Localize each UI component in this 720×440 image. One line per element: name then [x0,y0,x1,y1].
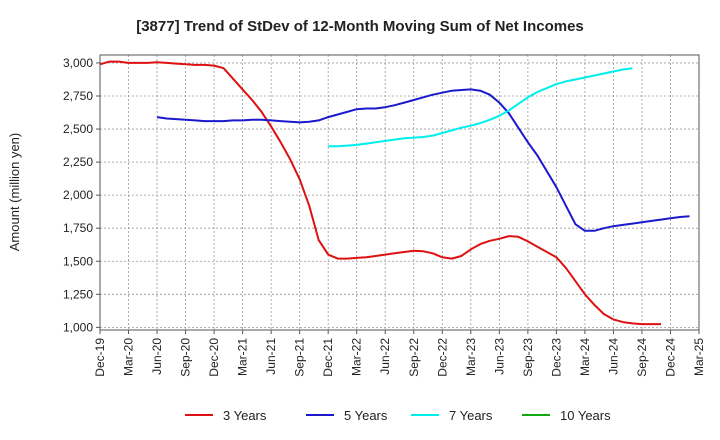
x-tick-label: Mar-23 [464,338,478,376]
legend-label: 10 Years [560,408,611,423]
x-tick-label: Sep-22 [407,338,421,377]
chart-title: [3877] Trend of StDev of 12-Month Moving… [136,18,584,35]
x-tick-label: Mar-22 [350,338,364,376]
x-tick-label: Sep-20 [179,338,193,377]
x-tick-label: Dec-23 [549,338,563,377]
y-tick-labels: 1,000 1,250 1,500 1,750 2,000 2,250 2,500 2,750… [63,56,100,334]
x-tick-label: Jun-23 [492,338,506,375]
x-tick-label: Jun-20 [150,338,164,375]
x-tick-label: Sep-21 [293,338,307,377]
x-tick-label: Mar-25 [692,338,706,376]
series-line [156,88,690,232]
y-tick-label: 2,250 [63,155,93,169]
series-line [99,60,661,326]
x-tick-label: Jun-24 [606,338,620,375]
y-tick-label: 3,000 [63,56,93,70]
y-tick-label: 1,000 [63,320,93,334]
plot-frame [99,54,700,331]
x-tick-label: Jun-21 [264,338,278,375]
series-line [328,67,633,148]
grid [99,55,700,330]
x-tick-label: Dec-19 [93,338,107,377]
y-tick-label: 1,500 [63,254,93,268]
x-tick-label: Dec-21 [321,338,335,377]
x-tick-labels: Dec-19 Mar-20 Jun-20 Sep-20 Dec-20 Mar-21 Jun-… [93,330,706,377]
x-tick-label: Jun-22 [378,338,392,375]
x-tick-label: Dec-24 [663,338,677,377]
legend-label: 3 Years [223,408,267,423]
x-tick-label: Mar-24 [578,338,592,376]
legend-label: 7 Years [449,408,493,423]
x-tick-label: Sep-24 [635,338,649,377]
series-lines [99,60,690,326]
y-tick-label: 1,750 [63,221,93,235]
y-tick-label: 1,250 [63,287,93,301]
x-tick-label: Sep-23 [521,338,535,377]
x-tick-label: Dec-20 [207,338,221,377]
y-tick-label: 2,000 [63,188,93,202]
legend: 3 Years 5 Years 7 Years 10 Years [185,408,611,423]
x-tick-label: Mar-20 [122,338,136,376]
x-tick-label: Dec-22 [435,338,449,377]
y-tick-label: 2,750 [63,89,93,103]
y-axis-label: Amount (million yen) [7,133,22,252]
x-tick-label: Mar-21 [236,338,250,376]
y-tick-label: 2,500 [63,122,93,136]
legend-label: 5 Years [344,408,388,423]
